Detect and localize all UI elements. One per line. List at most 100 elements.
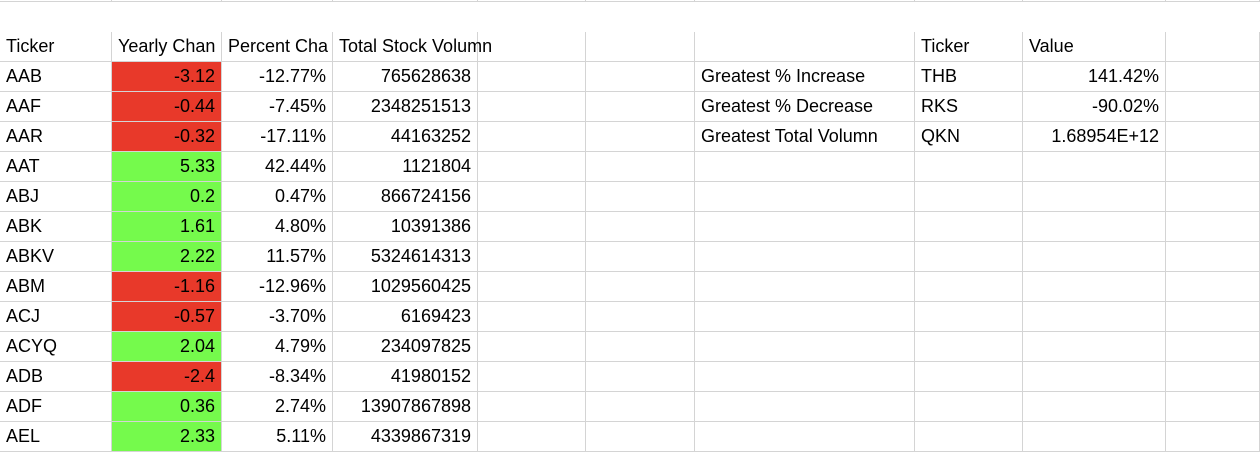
- summary-value-cell[interactable]: -90.02%: [1023, 92, 1166, 122]
- empty-cell[interactable]: [586, 92, 695, 122]
- percent-change-cell[interactable]: -8.34%: [222, 362, 333, 392]
- percent-change-cell[interactable]: -12.96%: [222, 272, 333, 302]
- empty-cell[interactable]: [1023, 242, 1166, 272]
- empty-cell[interactable]: [1023, 302, 1166, 332]
- ticker-cell[interactable]: ABJ: [0, 182, 112, 212]
- summary-ticker-cell[interactable]: QKN: [915, 122, 1023, 152]
- yearly-change-cell[interactable]: 1.61: [112, 212, 222, 242]
- yearly-change-cell[interactable]: -0.57: [112, 302, 222, 332]
- header-yearly-change[interactable]: Yearly Chan: [112, 32, 222, 62]
- empty-cell[interactable]: [915, 392, 1023, 422]
- summary-ticker-cell[interactable]: THB: [915, 62, 1023, 92]
- total-volume-cell[interactable]: 5324614313: [333, 242, 478, 272]
- percent-change-cell[interactable]: -17.11%: [222, 122, 333, 152]
- empty-cell[interactable]: [586, 212, 695, 242]
- empty-cell[interactable]: [1023, 272, 1166, 302]
- summary-value-cell[interactable]: 1.68954E+12: [1023, 122, 1166, 152]
- empty-cell[interactable]: [695, 32, 915, 62]
- empty-cell[interactable]: [1023, 212, 1166, 242]
- empty-cell[interactable]: [1166, 0, 1260, 2]
- empty-cell[interactable]: [1023, 182, 1166, 212]
- empty-cell[interactable]: [1166, 152, 1260, 182]
- empty-cell[interactable]: [478, 152, 586, 182]
- empty-cell[interactable]: [586, 362, 695, 392]
- percent-change-cell[interactable]: 5.11%: [222, 422, 333, 452]
- empty-cell[interactable]: [333, 0, 478, 2]
- total-volume-cell[interactable]: 234097825: [333, 332, 478, 362]
- percent-change-cell[interactable]: -12.77%: [222, 62, 333, 92]
- empty-cell[interactable]: [915, 182, 1023, 212]
- empty-cell[interactable]: [478, 392, 586, 422]
- empty-cell[interactable]: [1166, 362, 1260, 392]
- empty-cell[interactable]: [695, 362, 915, 392]
- empty-cell[interactable]: [1166, 332, 1260, 362]
- empty-cell[interactable]: [0, 0, 112, 2]
- ticker-cell[interactable]: ADB: [0, 362, 112, 392]
- header-ticker[interactable]: Ticker: [0, 32, 112, 62]
- empty-cell[interactable]: [1166, 92, 1260, 122]
- total-volume-cell[interactable]: 44163252: [333, 122, 478, 152]
- percent-change-cell[interactable]: 42.44%: [222, 152, 333, 182]
- empty-cell[interactable]: [586, 332, 695, 362]
- empty-cell[interactable]: [478, 332, 586, 362]
- empty-cell[interactable]: [915, 302, 1023, 332]
- ticker-cell[interactable]: ADF: [0, 392, 112, 422]
- empty-cell[interactable]: [586, 0, 695, 2]
- summary-label-cell[interactable]: Greatest % Increase: [695, 62, 915, 92]
- total-volume-cell[interactable]: 1121804: [333, 152, 478, 182]
- empty-cell[interactable]: [1166, 32, 1260, 62]
- summary-label-cell[interactable]: Greatest Total Volumn: [695, 122, 915, 152]
- empty-cell[interactable]: [915, 212, 1023, 242]
- yearly-change-cell[interactable]: -3.12: [112, 62, 222, 92]
- empty-cell[interactable]: [1023, 0, 1166, 2]
- percent-change-cell[interactable]: 0.47%: [222, 182, 333, 212]
- empty-cell[interactable]: [112, 0, 222, 2]
- total-volume-cell[interactable]: 10391386: [333, 212, 478, 242]
- empty-cell[interactable]: [1166, 62, 1260, 92]
- ticker-cell[interactable]: ACYQ: [0, 332, 112, 362]
- empty-cell[interactable]: [1166, 392, 1260, 422]
- empty-cell[interactable]: [1166, 212, 1260, 242]
- total-volume-cell[interactable]: 6169423: [333, 302, 478, 332]
- header-total-volume[interactable]: Total Stock Volumn: [333, 32, 492, 62]
- percent-change-cell[interactable]: 4.80%: [222, 212, 333, 242]
- empty-cell[interactable]: [1166, 242, 1260, 272]
- empty-cell[interactable]: [695, 272, 915, 302]
- summary-label-cell[interactable]: Greatest % Decrease: [695, 92, 915, 122]
- header-summary-ticker[interactable]: Ticker: [915, 32, 1023, 62]
- empty-cell[interactable]: [1023, 332, 1166, 362]
- header-summary-value[interactable]: Value: [1023, 32, 1166, 62]
- empty-cell[interactable]: [586, 122, 695, 152]
- empty-cell[interactable]: [586, 272, 695, 302]
- total-volume-cell[interactable]: 1029560425: [333, 272, 478, 302]
- ticker-cell[interactable]: ABK: [0, 212, 112, 242]
- empty-cell[interactable]: [915, 272, 1023, 302]
- empty-cell[interactable]: [478, 0, 586, 2]
- total-volume-cell[interactable]: 13907867898: [333, 392, 478, 422]
- ticker-cell[interactable]: AEL: [0, 422, 112, 452]
- empty-cell[interactable]: [1166, 122, 1260, 152]
- empty-cell[interactable]: [915, 152, 1023, 182]
- yearly-change-cell[interactable]: -0.44: [112, 92, 222, 122]
- ticker-cell[interactable]: AAB: [0, 62, 112, 92]
- empty-cell[interactable]: [915, 362, 1023, 392]
- ticker-cell[interactable]: ABKV: [0, 242, 112, 272]
- empty-cell[interactable]: [1166, 302, 1260, 332]
- empty-cell[interactable]: [695, 392, 915, 422]
- total-volume-cell[interactable]: 41980152: [333, 362, 478, 392]
- empty-cell[interactable]: [478, 272, 586, 302]
- empty-cell[interactable]: [695, 422, 915, 452]
- total-volume-cell[interactable]: 765628638: [333, 62, 478, 92]
- yearly-change-cell[interactable]: 2.22: [112, 242, 222, 272]
- empty-cell[interactable]: [478, 362, 586, 392]
- ticker-cell[interactable]: AAT: [0, 152, 112, 182]
- empty-cell[interactable]: [478, 32, 586, 62]
- percent-change-cell[interactable]: -3.70%: [222, 302, 333, 332]
- total-volume-cell[interactable]: 2348251513: [333, 92, 478, 122]
- yearly-change-cell[interactable]: -2.4: [112, 362, 222, 392]
- empty-cell[interactable]: [1023, 362, 1166, 392]
- total-volume-cell[interactable]: 866724156: [333, 182, 478, 212]
- ticker-cell[interactable]: ACJ: [0, 302, 112, 332]
- empty-cell[interactable]: [1166, 272, 1260, 302]
